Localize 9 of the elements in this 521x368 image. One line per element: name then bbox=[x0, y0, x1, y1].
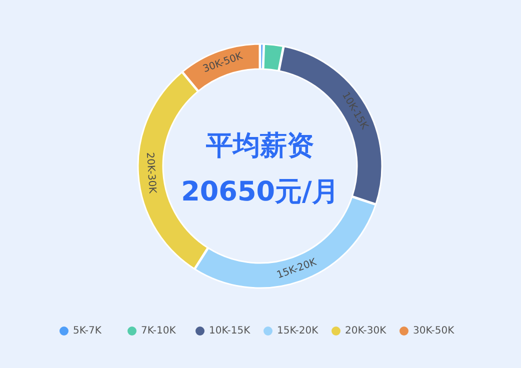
legend-label: 20K-30K bbox=[345, 326, 387, 336]
legend-label: 7K-10K bbox=[141, 326, 176, 336]
legend-label: 15K-20K bbox=[277, 326, 319, 336]
slice-label: 20K-30K bbox=[144, 152, 158, 194]
legend-label: 10K-15K bbox=[209, 326, 251, 336]
text: 20650元/月 bbox=[181, 176, 339, 208]
legend-label: 30K-50K bbox=[413, 326, 455, 336]
legend-label: 5K-7K bbox=[73, 326, 102, 336]
text: 平均薪资 bbox=[205, 130, 314, 162]
